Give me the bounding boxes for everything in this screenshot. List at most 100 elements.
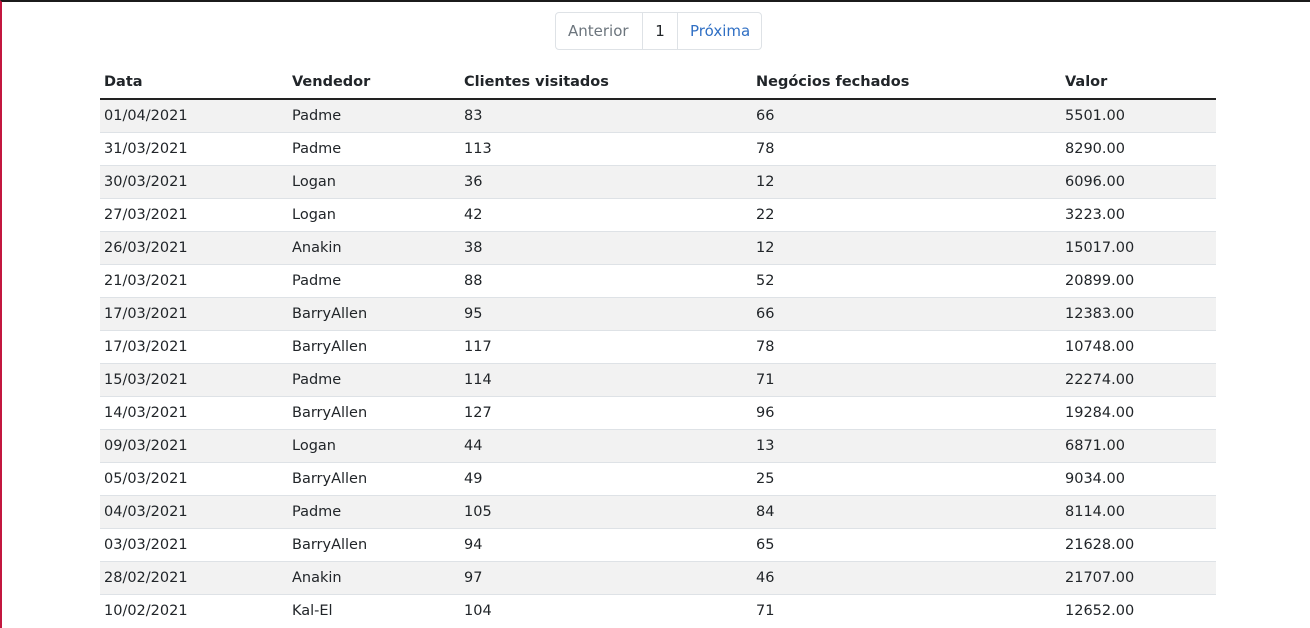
table-row: 21/03/2021 Padme 88 52 20899.00 bbox=[100, 264, 1216, 298]
cell-amount: 21628.00 bbox=[1061, 528, 1216, 562]
table-row: 03/03/2021 BarryAllen 94 65 21628.00 bbox=[100, 528, 1216, 562]
cell-seller: Anakin bbox=[288, 561, 460, 595]
cell-seller: BarryAllen bbox=[288, 462, 460, 496]
cell-amount: 12652.00 bbox=[1061, 594, 1216, 627]
table-row: 31/03/2021 Padme 113 78 8290.00 bbox=[100, 132, 1216, 166]
table-row: 01/04/2021 Padme 83 66 5501.00 bbox=[100, 98, 1216, 133]
cell-date: 28/02/2021 bbox=[100, 561, 288, 595]
cell-amount: 19284.00 bbox=[1061, 396, 1216, 430]
cell-clients-visited: 117 bbox=[460, 330, 752, 364]
cell-amount: 3223.00 bbox=[1061, 198, 1216, 232]
sales-table: Data Vendedor Clientes visitados Negócio… bbox=[100, 65, 1216, 627]
cell-clients-visited: 88 bbox=[460, 264, 752, 298]
cell-clients-visited: 44 bbox=[460, 429, 752, 463]
column-header-deals-closed: Negócios fechados bbox=[752, 65, 1061, 100]
table-row: 17/03/2021 BarryAllen 95 66 12383.00 bbox=[100, 297, 1216, 331]
cell-amount: 12383.00 bbox=[1061, 297, 1216, 331]
cell-date: 17/03/2021 bbox=[100, 330, 288, 364]
column-header-seller: Vendedor bbox=[288, 65, 460, 100]
cell-clients-visited: 97 bbox=[460, 561, 752, 595]
column-header-date: Data bbox=[100, 65, 288, 100]
cell-date: 31/03/2021 bbox=[100, 132, 288, 166]
cell-clients-visited: 95 bbox=[460, 297, 752, 331]
cell-deals-closed: 66 bbox=[752, 297, 1061, 331]
cell-seller: Padme bbox=[288, 363, 460, 397]
cell-amount: 20899.00 bbox=[1061, 264, 1216, 298]
cell-date: 10/02/2021 bbox=[100, 594, 288, 627]
table-header-row: Data Vendedor Clientes visitados Negócio… bbox=[100, 65, 1216, 100]
cell-deals-closed: 78 bbox=[752, 330, 1061, 364]
table-row: 17/03/2021 BarryAllen 117 78 10748.00 bbox=[100, 330, 1216, 364]
cell-seller: BarryAllen bbox=[288, 528, 460, 562]
cell-clients-visited: 113 bbox=[460, 132, 752, 166]
cell-amount: 6096.00 bbox=[1061, 165, 1216, 199]
table-row: 28/02/2021 Anakin 97 46 21707.00 bbox=[100, 561, 1216, 595]
cell-clients-visited: 94 bbox=[460, 528, 752, 562]
cell-date: 27/03/2021 bbox=[100, 198, 288, 232]
cell-date: 26/03/2021 bbox=[100, 231, 288, 265]
cell-seller: BarryAllen bbox=[288, 396, 460, 430]
cell-clients-visited: 38 bbox=[460, 231, 752, 265]
cell-deals-closed: 12 bbox=[752, 165, 1061, 199]
cell-seller: Logan bbox=[288, 165, 460, 199]
cell-clients-visited: 36 bbox=[460, 165, 752, 199]
table-body: 01/04/2021 Padme 83 66 5501.00 31/03/2021 Padm… bbox=[100, 98, 1216, 627]
table-row: 05/03/2021 BarryAllen 49 25 9034.00 bbox=[100, 462, 1216, 496]
cell-deals-closed: 71 bbox=[752, 594, 1061, 627]
cell-deals-closed: 12 bbox=[752, 231, 1061, 265]
cell-amount: 5501.00 bbox=[1061, 98, 1216, 133]
cell-seller: Padme bbox=[288, 98, 460, 133]
table-row: 09/03/2021 Logan 44 13 6871.00 bbox=[100, 429, 1216, 463]
cell-date: 14/03/2021 bbox=[100, 396, 288, 430]
cell-date: 03/03/2021 bbox=[100, 528, 288, 562]
cell-date: 21/03/2021 bbox=[100, 264, 288, 298]
cell-amount: 8114.00 bbox=[1061, 495, 1216, 529]
cell-date: 04/03/2021 bbox=[100, 495, 288, 529]
cell-date: 15/03/2021 bbox=[100, 363, 288, 397]
cell-amount: 9034.00 bbox=[1061, 462, 1216, 496]
cell-seller: Anakin bbox=[288, 231, 460, 265]
table-row: 14/03/2021 BarryAllen 127 96 19284.00 bbox=[100, 396, 1216, 430]
table-row: 10/02/2021 Kal-El 104 71 12652.00 bbox=[100, 594, 1216, 627]
cell-date: 09/03/2021 bbox=[100, 429, 288, 463]
cell-date: 01/04/2021 bbox=[100, 98, 288, 133]
cell-deals-closed: 66 bbox=[752, 98, 1061, 133]
cell-seller: Kal-El bbox=[288, 594, 460, 627]
cell-date: 30/03/2021 bbox=[100, 165, 288, 199]
cell-deals-closed: 46 bbox=[752, 561, 1061, 595]
cell-clients-visited: 104 bbox=[460, 594, 752, 627]
cell-date: 05/03/2021 bbox=[100, 462, 288, 496]
cell-seller: Padme bbox=[288, 132, 460, 166]
cell-seller: Padme bbox=[288, 264, 460, 298]
cell-seller: BarryAllen bbox=[288, 330, 460, 364]
table-row: 27/03/2021 Logan 42 22 3223.00 bbox=[100, 198, 1216, 232]
cell-seller: Logan bbox=[288, 429, 460, 463]
cell-deals-closed: 78 bbox=[752, 132, 1061, 166]
pagination-next-button[interactable]: Próxima bbox=[677, 13, 761, 49]
table-row: 30/03/2021 Logan 36 12 6096.00 bbox=[100, 165, 1216, 199]
cell-amount: 6871.00 bbox=[1061, 429, 1216, 463]
cell-clients-visited: 114 bbox=[460, 363, 752, 397]
cell-deals-closed: 25 bbox=[752, 462, 1061, 496]
cell-clients-visited: 105 bbox=[460, 495, 752, 529]
cell-deals-closed: 96 bbox=[752, 396, 1061, 430]
table-row: 04/03/2021 Padme 105 84 8114.00 bbox=[100, 495, 1216, 529]
cell-amount: 22274.00 bbox=[1061, 363, 1216, 397]
cell-clients-visited: 83 bbox=[460, 98, 752, 133]
cell-deals-closed: 65 bbox=[752, 528, 1061, 562]
cell-amount: 21707.00 bbox=[1061, 561, 1216, 595]
column-header-amount: Valor bbox=[1061, 65, 1216, 100]
cell-clients-visited: 127 bbox=[460, 396, 752, 430]
cell-amount: 10748.00 bbox=[1061, 330, 1216, 364]
column-header-clients-visited: Clientes visitados bbox=[460, 65, 752, 100]
cell-amount: 15017.00 bbox=[1061, 231, 1216, 265]
table-row: 15/03/2021 Padme 114 71 22274.00 bbox=[100, 363, 1216, 397]
pagination-page-1[interactable]: 1 bbox=[642, 13, 677, 49]
pagination-previous-button[interactable]: Anterior bbox=[568, 22, 629, 40]
cell-seller: Padme bbox=[288, 495, 460, 529]
cell-seller: Logan bbox=[288, 198, 460, 232]
cell-seller: BarryAllen bbox=[288, 297, 460, 331]
cell-clients-visited: 49 bbox=[460, 462, 752, 496]
cell-clients-visited: 42 bbox=[460, 198, 752, 232]
